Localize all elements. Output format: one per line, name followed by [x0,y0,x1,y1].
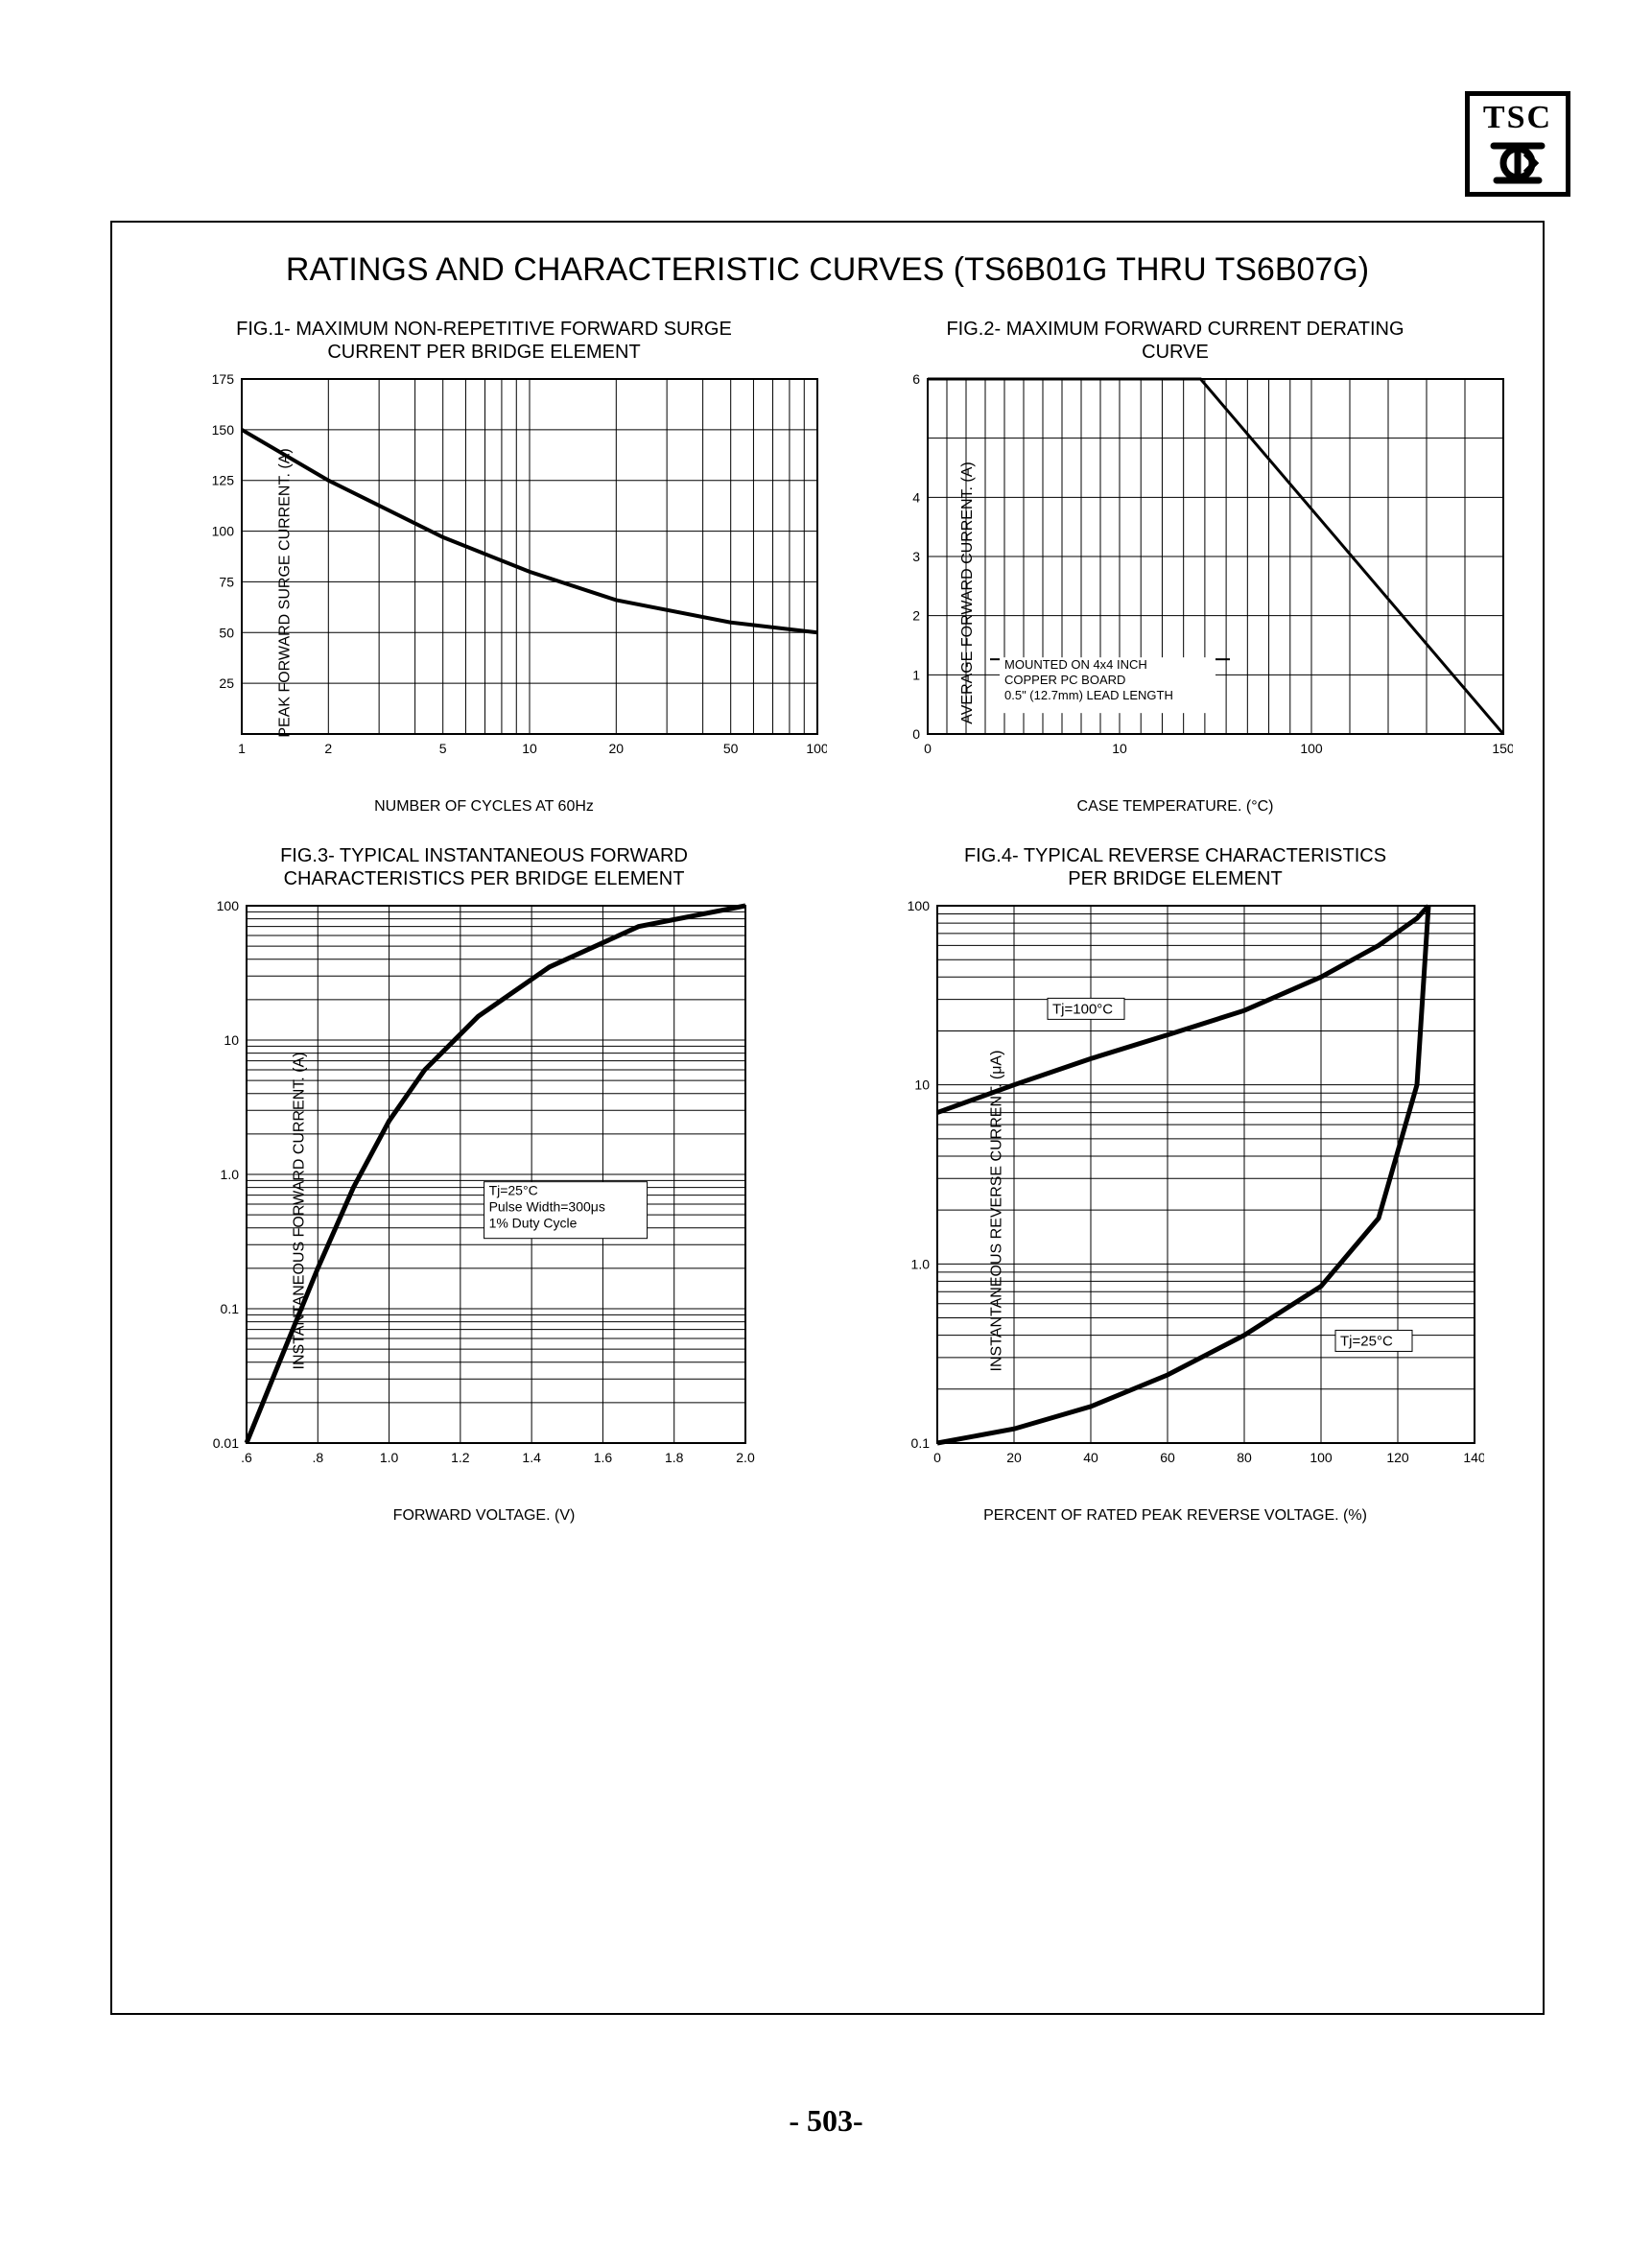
fig2-title: FIG.2- MAXIMUM FORWARD CURRENT DERATING … [837,318,1514,364]
svg-text:4: 4 [912,489,920,505]
fig3-title-line1: FIG.3- TYPICAL INSTANTANEOUS FORWARD [280,845,688,866]
svg-text:1.0: 1.0 [380,1450,399,1465]
svg-text:1.0: 1.0 [911,1256,931,1271]
svg-text:1: 1 [912,667,920,682]
svg-text:100: 100 [1310,1450,1333,1465]
fig2-title-line1: FIG.2- MAXIMUM FORWARD CURRENT DERATING [946,319,1404,340]
fig4-title-line1: FIG.4- TYPICAL REVERSE CHARACTERISTICS [964,845,1386,866]
main-title: RATINGS AND CHARACTERISTIC CURVES (TS6B0… [131,251,1523,289]
svg-text:0: 0 [933,1450,941,1465]
svg-text:1.6: 1.6 [594,1450,613,1465]
fig3-title: FIG.3- TYPICAL INSTANTANEOUS FORWARD CHA… [141,844,827,890]
svg-text:3: 3 [912,549,920,564]
svg-text:Tj=25°C: Tj=25°C [1340,1333,1393,1349]
svg-text:150: 150 [1492,741,1513,756]
fig1-xlabel: NUMBER OF CYCLES AT 60Hz [374,798,594,816]
svg-text:0.1: 0.1 [221,1301,240,1316]
fig2-xlabel: CASE TEMPERATURE. (°C) [1077,798,1274,816]
svg-text:100: 100 [217,898,240,913]
fig3-title-line2: CHARACTERISTICS PER BRIDGE ELEMENT [284,868,685,889]
svg-text:Tj=25°C: Tj=25°C [489,1183,538,1198]
svg-text:5: 5 [439,741,447,756]
svg-text:0.5" (12.7mm) LEAD LENGTH: 0.5" (12.7mm) LEAD LENGTH [1004,688,1173,702]
svg-text:140: 140 [1463,1450,1484,1465]
svg-text:1.4: 1.4 [522,1450,541,1465]
svg-text:COPPER PC BOARD: COPPER PC BOARD [1004,673,1125,687]
svg-text:60: 60 [1160,1450,1175,1465]
svg-text:125: 125 [212,473,235,488]
fig1-ylabel: PEAK FORWARD SURGE CURRENT. (A) [277,448,295,737]
svg-text:100: 100 [806,741,827,756]
content-frame: RATINGS AND CHARACTERISTIC CURVES (TS6B0… [110,221,1545,2015]
svg-text:175: 175 [212,371,235,387]
svg-text:.6: .6 [241,1450,252,1465]
svg-text:50: 50 [219,625,234,640]
tsc-logo: TSC [1465,91,1570,197]
svg-text:2.0: 2.0 [736,1450,755,1465]
fig1-cell: FIG.1- MAXIMUM NON-REPETITIVE FORWARD SU… [141,318,827,816]
fig4-xlabel: PERCENT OF RATED PEAK REVERSE VOLTAGE. (… [983,1507,1367,1525]
svg-text:MOUNTED ON 4x4 INCH: MOUNTED ON 4x4 INCH [1004,657,1147,672]
svg-text:80: 80 [1237,1450,1252,1465]
svg-text:6: 6 [912,371,920,387]
svg-text:10: 10 [1112,741,1127,756]
svg-text:Tj=100°C: Tj=100°C [1052,1001,1113,1017]
svg-text:100: 100 [1300,741,1323,756]
svg-text:0: 0 [912,726,920,742]
fig3-xlabel: FORWARD VOLTAGE. (V) [393,1507,576,1525]
fig1-title: FIG.1- MAXIMUM NON-REPETITIVE FORWARD SU… [141,318,827,364]
svg-text:50: 50 [723,741,739,756]
fig4-title-line2: PER BRIDGE ELEMENT [1068,868,1282,889]
svg-text:0: 0 [924,741,932,756]
fig4-ylabel: INSTANTANEOUS REVERSE CURRENT. (μA) [988,1050,1005,1371]
fig3-wrap: INSTANTANEOUS FORWARD CURRENT. (A) 0.010… [141,896,827,1525]
fig1-title-line1: FIG.1- MAXIMUM NON-REPETITIVE FORWARD SU… [236,319,732,340]
fig2-wrap: AVERAGE FORWARD CURRENT. (A) 0 1 2 3 4 6 0 10 10… [837,369,1514,816]
fig4-plot: 0.1 1.0 10 100 0 20 40 60 80 100 120 140 Tj=100°C Tj=… [885,896,1514,1477]
fig2-plot: 0 1 2 3 4 6 0 10 100 150 MOUNTED ON 4x4 INCHCOPPER… [885,369,1514,768]
fig3-ylabel: INSTANTANEOUS FORWARD CURRENT. (A) [291,1052,308,1369]
fig4-title: FIG.4- TYPICAL REVERSE CHARACTERISTICS P… [837,844,1514,890]
svg-text:1.2: 1.2 [451,1450,470,1465]
svg-text:75: 75 [219,574,234,589]
svg-text:20: 20 [609,741,625,756]
fig4-cell: FIG.4- TYPICAL REVERSE CHARACTERISTICS P… [837,844,1514,1525]
page-number: - 503- [789,2103,862,2139]
fig2-ylabel: AVERAGE FORWARD CURRENT. (A) [959,462,977,724]
svg-text:100: 100 [908,898,931,913]
svg-text:2: 2 [324,741,332,756]
svg-text:10: 10 [522,741,537,756]
svg-text:150: 150 [212,422,235,438]
svg-text:.8: .8 [312,1450,323,1465]
svg-text:10: 10 [224,1032,239,1048]
svg-text:100: 100 [212,524,235,539]
logo-text: TSC [1483,102,1552,134]
svg-text:10: 10 [914,1077,930,1093]
svg-text:1: 1 [238,741,246,756]
fig4-wrap: INSTANTANEOUS REVERSE CURRENT. (μA) 0.1 1… [837,896,1514,1525]
charts-grid: FIG.1- MAXIMUM NON-REPETITIVE FORWARD SU… [131,318,1523,1525]
fig3-cell: FIG.3- TYPICAL INSTANTANEOUS FORWARD CHA… [141,844,827,1525]
svg-text:0.1: 0.1 [911,1435,931,1451]
fig2-title-line2: CURVE [1142,342,1209,363]
svg-text:40: 40 [1083,1450,1098,1465]
svg-text:2: 2 [912,608,920,624]
svg-text:Pulse Width=300μs: Pulse Width=300μs [489,1199,605,1215]
svg-text:25: 25 [219,675,234,691]
svg-text:1% Duty Cycle: 1% Duty Cycle [489,1216,578,1231]
svg-text:0.01: 0.01 [213,1435,239,1451]
svg-text:20: 20 [1006,1450,1022,1465]
logo-glyph-icon [1489,134,1546,187]
fig3-plot: 0.01 0.1 1.0 10 100 .6 .8 1.0 1.2 1.4 1.6 1.8 2.0 Tj=… [189,896,827,1477]
svg-text:120: 120 [1386,1450,1409,1465]
svg-text:1.0: 1.0 [221,1167,240,1182]
fig1-wrap: PEAK FORWARD SURGE CURRENT. (A) 25507510… [141,369,827,816]
fig2-cell: FIG.2- MAXIMUM FORWARD CURRENT DERATING … [837,318,1514,816]
svg-text:1.8: 1.8 [665,1450,684,1465]
fig1-title-line2: CURRENT PER BRIDGE ELEMENT [327,342,640,363]
